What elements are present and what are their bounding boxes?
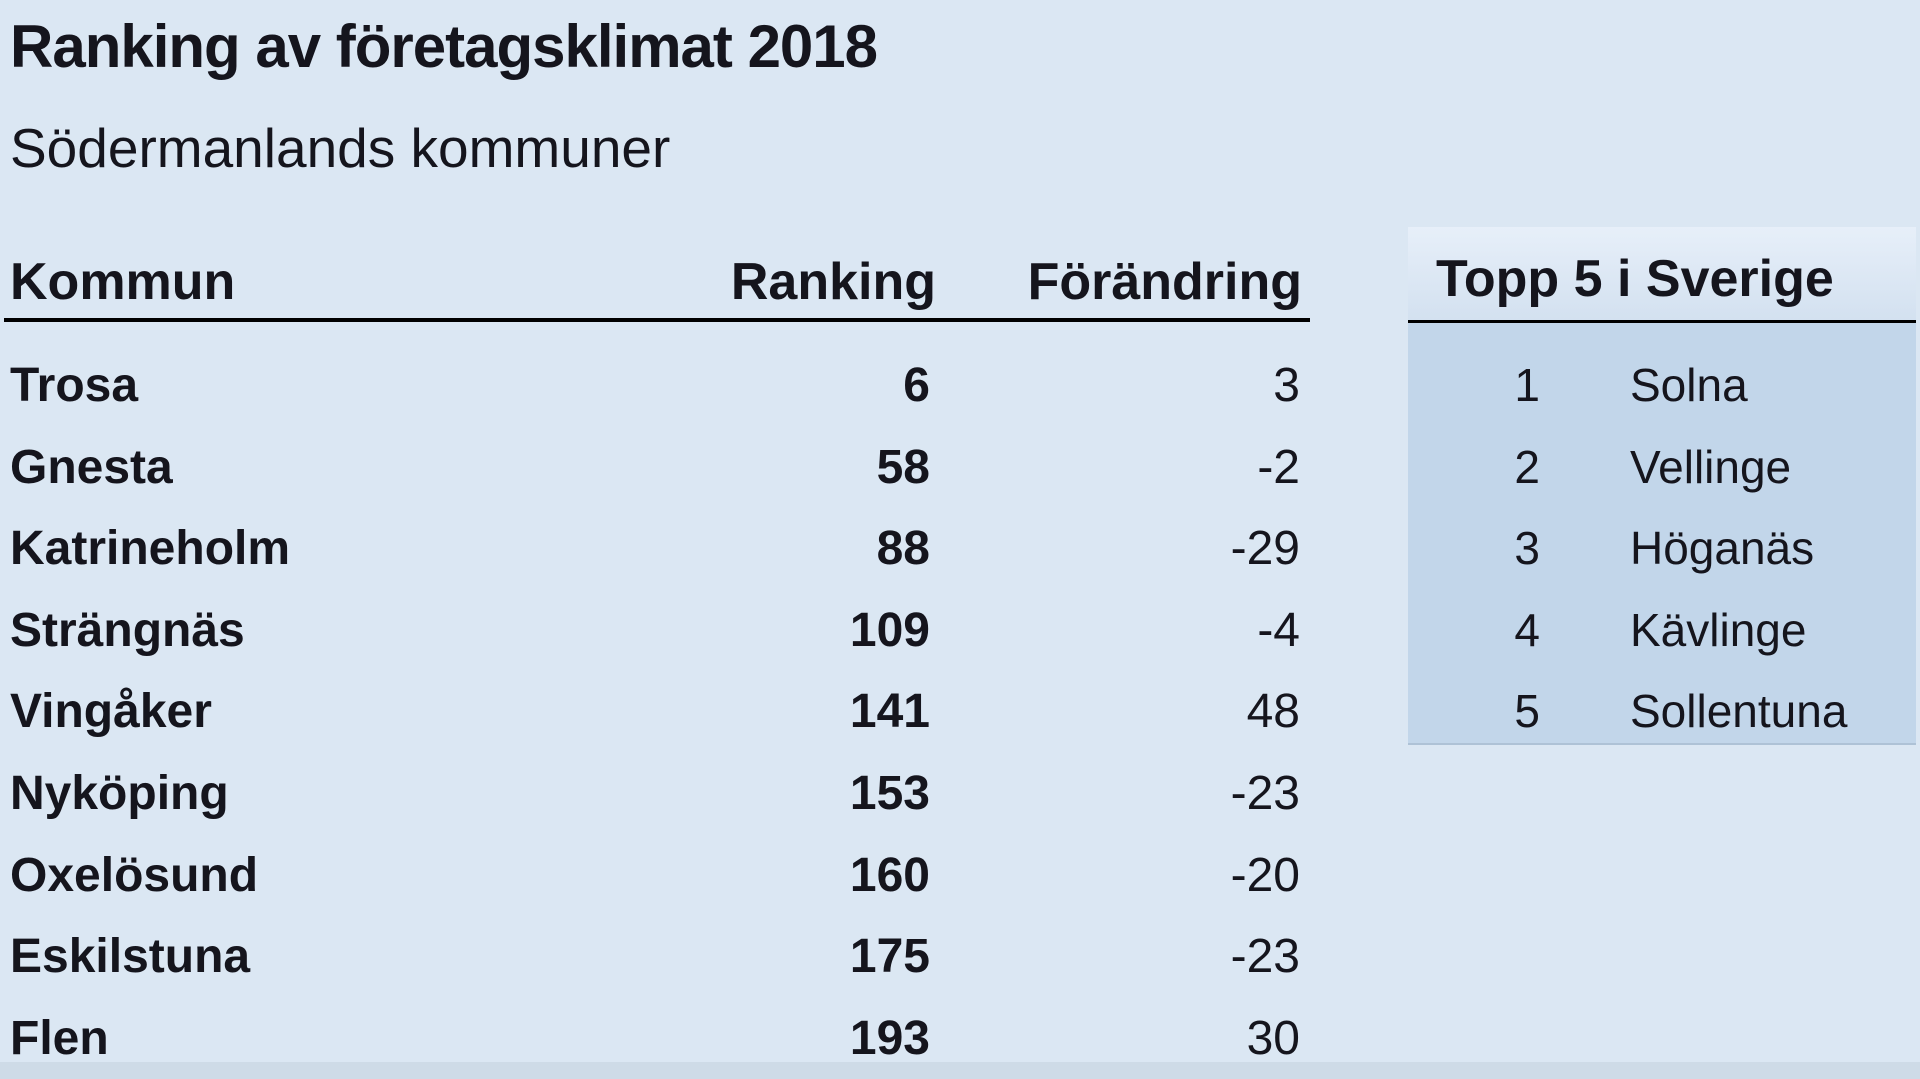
page-subtitle: Södermanlands kommuner: [10, 117, 671, 179]
top5-rank: 4: [1514, 603, 1540, 656]
cell-kommun: Vingåker: [10, 685, 212, 739]
top5-rank: 1: [1514, 359, 1540, 411]
top5-rank: 3: [1514, 522, 1540, 575]
cell-kommun: Strängnäs: [10, 603, 245, 657]
cell-kommun: Oxelösund: [10, 848, 259, 902]
bottom-edge-band: [0, 1062, 1920, 1079]
cell-kommun: Gnesta: [10, 440, 173, 494]
table-row: Eskilstuna 175 -23: [0, 916, 1310, 998]
ranking-table: Trosa 6 3 Gnesta 58 -2 Katrineholm 88 -2…: [0, 345, 1310, 1079]
table-row: Trosa 6 3: [0, 345, 1310, 427]
cell-forandring: -29: [1230, 522, 1300, 576]
cell-kommun: Flen: [10, 1011, 109, 1065]
cell-forandring: 30: [1246, 1011, 1300, 1065]
top5-panel: Topp 5 i Sverige 1 Solna 2 Vellinge 3 Hö…: [1408, 227, 1916, 745]
page-title: Ranking av företagsklimat 2018: [10, 13, 878, 80]
top5-kommun: Sollentuna: [1630, 685, 1848, 738]
top5-kommun: Höganäs: [1630, 522, 1815, 575]
top5-rank: 5: [1514, 685, 1540, 738]
cell-kommun: Trosa: [10, 359, 139, 412]
top5-kommun: Kävlinge: [1630, 603, 1807, 656]
column-header-ranking: Ranking: [730, 253, 936, 311]
table-row: Katrineholm 88 -29: [0, 508, 1310, 590]
cell-kommun: Nyköping: [10, 766, 229, 820]
cell-forandring: -23: [1230, 766, 1300, 820]
cell-kommun: Katrineholm: [10, 522, 291, 576]
cell-ranking: 141: [849, 685, 930, 739]
cell-ranking: 88: [876, 522, 930, 576]
top5-kommun: Solna: [1630, 359, 1748, 411]
cell-ranking: 160: [849, 848, 930, 902]
table-row: Flen 193 30: [0, 998, 1310, 1079]
column-header-forandring: Förändring: [1027, 253, 1302, 311]
cell-ranking: 175: [849, 930, 930, 984]
cell-forandring: -20: [1230, 848, 1300, 902]
table-header-rule: [4, 318, 1310, 322]
cell-kommun: Eskilstuna: [10, 930, 251, 984]
list-item: 4 Kävlinge: [1408, 590, 1916, 672]
cell-ranking: 6: [903, 359, 930, 412]
cell-ranking: 153: [849, 766, 930, 820]
cell-forandring: -4: [1257, 603, 1300, 657]
top5-panel-body: 1 Solna 2 Vellinge 3 Höganäs 4 Kävlinge …: [1408, 323, 1916, 745]
table-row: Vingåker 141 48: [0, 671, 1310, 753]
cell-ranking: 193: [849, 1011, 930, 1065]
top5-rank: 2: [1514, 440, 1540, 493]
list-item: 3 Höganäs: [1408, 508, 1916, 590]
table-row: Oxelösund 160 -20: [0, 835, 1310, 917]
cell-forandring: 3: [1273, 359, 1300, 412]
cell-forandring: 48: [1246, 685, 1300, 739]
table-row: Strängnäs 109 -4: [0, 590, 1310, 672]
column-header-kommun: Kommun: [10, 253, 236, 311]
cell-forandring: -2: [1257, 440, 1300, 494]
top5-panel-title: Topp 5 i Sverige: [1408, 227, 1916, 323]
top5-list: 1 Solna 2 Vellinge 3 Höganäs 4 Kävlinge …: [1408, 345, 1916, 753]
list-item: 5 Sollentuna: [1408, 671, 1916, 753]
list-item: 2 Vellinge: [1408, 427, 1916, 509]
table-row: Gnesta 58 -2: [0, 427, 1310, 509]
list-item: 1 Solna: [1408, 345, 1916, 427]
top5-kommun: Vellinge: [1630, 440, 1792, 493]
cell-forandring: -23: [1230, 930, 1300, 984]
cell-ranking: 58: [876, 440, 930, 494]
table-row: Nyköping 153 -23: [0, 753, 1310, 835]
cell-ranking: 109: [849, 603, 930, 657]
